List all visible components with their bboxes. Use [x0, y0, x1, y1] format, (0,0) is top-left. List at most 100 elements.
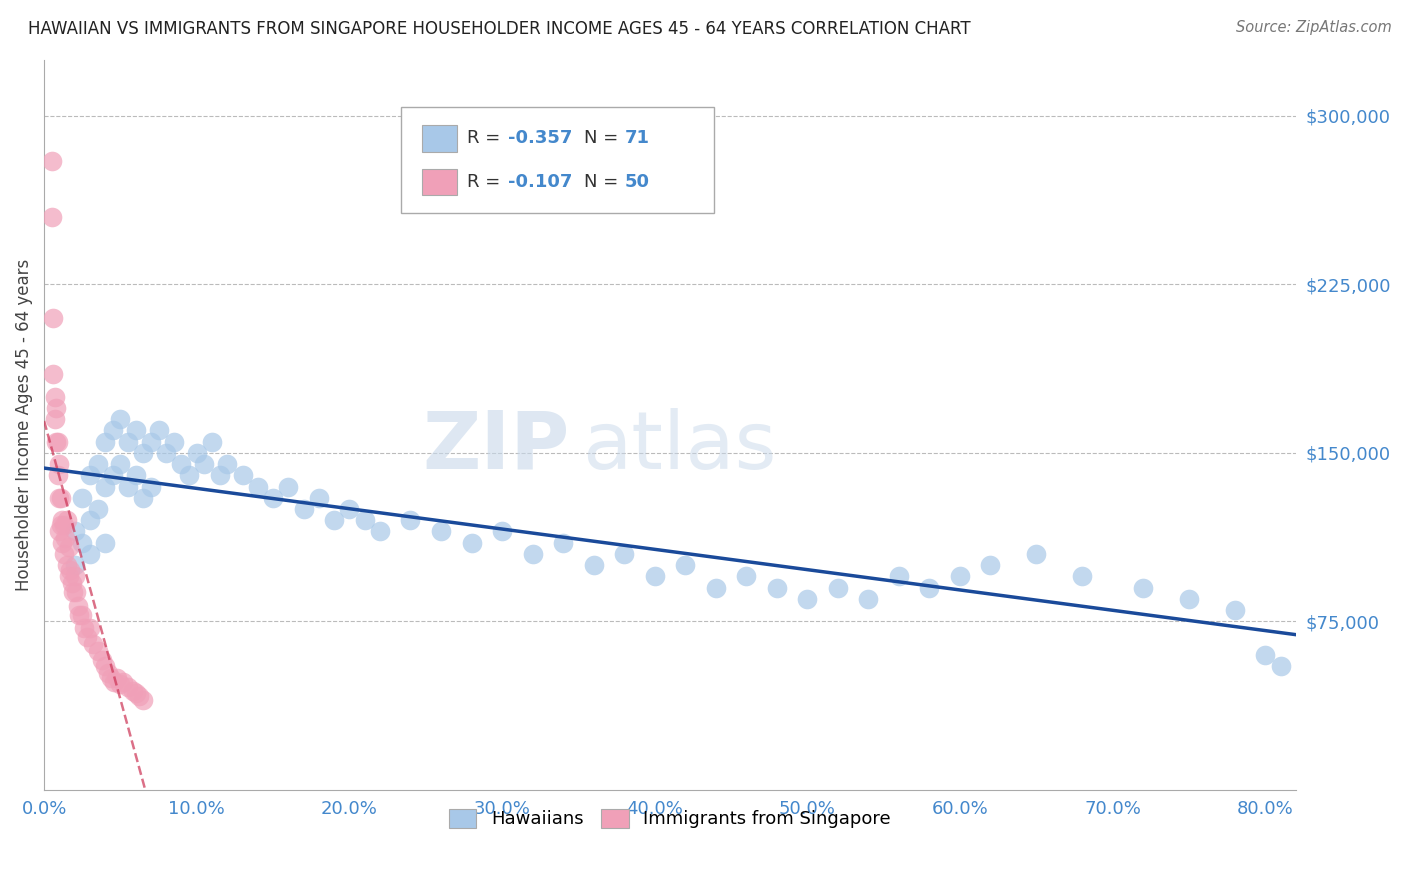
Point	[613, 547, 636, 561]
Point	[949, 569, 972, 583]
Point	[277, 479, 299, 493]
Point	[49, 517, 72, 532]
Point	[460, 535, 482, 549]
Point	[148, 423, 170, 437]
Point	[41, 210, 63, 224]
Legend: Hawaiians, Immigrants from Singapore: Hawaiians, Immigrants from Singapore	[441, 802, 898, 836]
Point	[308, 491, 330, 505]
Text: 71: 71	[624, 129, 650, 147]
Point	[644, 569, 666, 583]
Point	[45, 401, 67, 415]
Point	[339, 502, 361, 516]
FancyBboxPatch shape	[422, 126, 457, 152]
Point	[63, 569, 86, 583]
Text: R =: R =	[467, 129, 506, 147]
Point	[79, 513, 101, 527]
Point	[110, 457, 132, 471]
Point	[121, 684, 143, 698]
Point	[139, 479, 162, 493]
Point	[79, 621, 101, 635]
Point	[94, 659, 117, 673]
Point	[51, 513, 73, 527]
Point	[76, 630, 98, 644]
Point	[125, 686, 148, 700]
Point	[46, 434, 69, 449]
Point	[1025, 547, 1047, 561]
Point	[217, 457, 239, 471]
Point	[41, 153, 63, 168]
Point	[56, 513, 79, 527]
Point	[368, 524, 391, 539]
Point	[58, 540, 80, 554]
Point	[132, 446, 155, 460]
Text: Source: ZipAtlas.com: Source: ZipAtlas.com	[1236, 20, 1392, 35]
Point	[1178, 591, 1201, 606]
Point	[125, 468, 148, 483]
Point	[52, 517, 75, 532]
Point	[110, 677, 132, 691]
FancyBboxPatch shape	[422, 169, 457, 195]
Point	[56, 558, 79, 573]
Point	[139, 434, 162, 449]
Point	[1132, 581, 1154, 595]
Point	[65, 585, 87, 599]
Point	[323, 513, 346, 527]
Point	[44, 412, 66, 426]
Point	[1254, 648, 1277, 662]
Point	[52, 547, 75, 561]
Point	[796, 591, 818, 606]
Point	[97, 666, 120, 681]
Text: N =: N =	[583, 173, 624, 191]
Point	[735, 569, 758, 583]
Point	[100, 671, 122, 685]
Point	[353, 513, 375, 527]
Text: atlas: atlas	[582, 408, 776, 485]
Point	[103, 675, 125, 690]
Point	[49, 491, 72, 505]
Point	[67, 607, 90, 622]
Y-axis label: Householder Income Ages 45 - 64 years: Householder Income Ages 45 - 64 years	[15, 259, 32, 591]
Point	[186, 446, 208, 460]
Point	[582, 558, 605, 573]
Point	[63, 524, 86, 539]
Point	[86, 643, 108, 657]
Point	[979, 558, 1001, 573]
Point	[918, 581, 941, 595]
Text: N =: N =	[583, 129, 624, 147]
Point	[399, 513, 422, 527]
Point	[101, 423, 124, 437]
Point	[128, 689, 150, 703]
Point	[232, 468, 254, 483]
Point	[86, 457, 108, 471]
Point	[430, 524, 453, 539]
Point	[112, 675, 135, 690]
Point	[59, 563, 82, 577]
Point	[132, 693, 155, 707]
Text: -0.357: -0.357	[509, 129, 572, 147]
Text: HAWAIIAN VS IMMIGRANTS FROM SINGAPORE HOUSEHOLDER INCOME AGES 45 - 64 YEARS CORR: HAWAIIAN VS IMMIGRANTS FROM SINGAPORE HO…	[28, 20, 970, 37]
Point	[91, 652, 114, 666]
Point	[73, 621, 96, 635]
Point	[155, 446, 177, 460]
Point	[63, 558, 86, 573]
Point	[110, 412, 132, 426]
Point	[94, 535, 117, 549]
FancyBboxPatch shape	[401, 107, 714, 213]
Point	[105, 671, 128, 685]
Point	[179, 468, 201, 483]
Point	[45, 434, 67, 449]
Point	[86, 502, 108, 516]
Point	[163, 434, 186, 449]
Point	[246, 479, 269, 493]
Point	[887, 569, 910, 583]
Point	[94, 479, 117, 493]
Point	[1071, 569, 1094, 583]
Point	[132, 491, 155, 505]
Text: -0.107: -0.107	[509, 173, 572, 191]
Point	[72, 491, 94, 505]
Point	[262, 491, 284, 505]
Point	[101, 468, 124, 483]
Point	[673, 558, 696, 573]
Point	[62, 585, 84, 599]
Point	[292, 502, 315, 516]
